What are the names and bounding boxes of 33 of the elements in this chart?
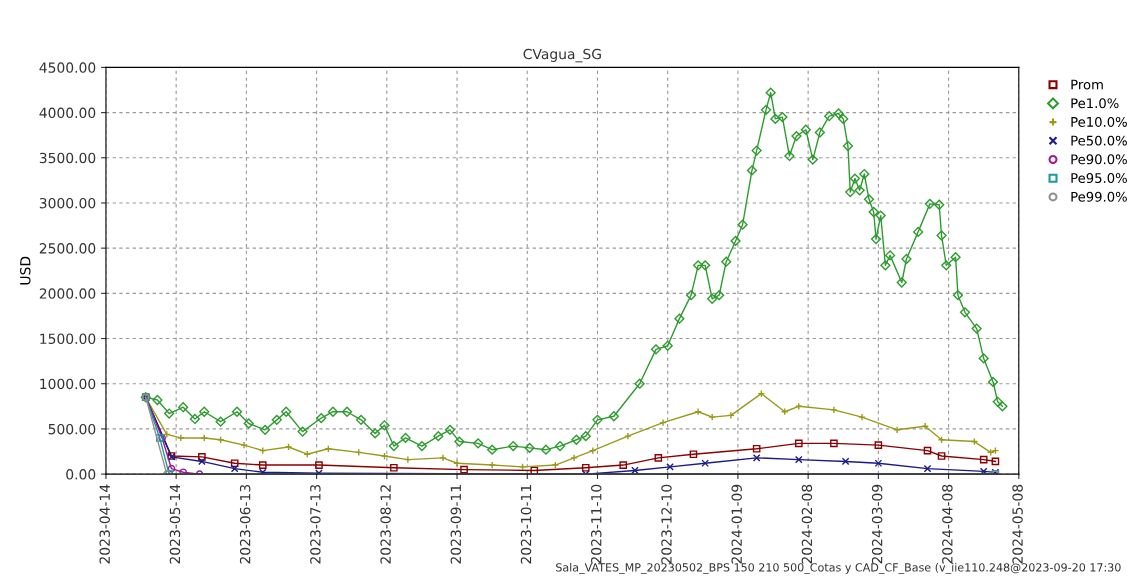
x-tick-label: 2023-10-11 (520, 485, 532, 564)
x-tick-label: 2024-02-08 (801, 484, 813, 564)
legend-label: Pe99.0% (1071, 191, 1127, 202)
y-tick-label: 2000.00 (39, 288, 96, 299)
x-tick-label: 2023-09-11 (450, 485, 462, 564)
y-tick-label: 0.00 (66, 469, 96, 480)
legend-label: Pe10.0% (1071, 116, 1127, 127)
x-tick-label: 2024-01-09 (731, 484, 742, 564)
x-tick-label: 2023-05-14 (169, 484, 181, 564)
chart-title: CVagua_SG (523, 48, 601, 63)
x-tick-label: 2023-06-13 (239, 484, 251, 564)
y-tick-label: 1500.00 (40, 333, 96, 344)
x-tick-label: 2023-11-10 (591, 484, 602, 564)
x-tick-label: 2024-05-08 (1012, 484, 1023, 564)
y-tick-label: 3500.00 (39, 152, 96, 164)
legend-label: Pe95.0% (1071, 173, 1127, 184)
legend-label: Prom (1071, 79, 1103, 90)
x-tick-label: 2023-07-13 (310, 484, 321, 564)
y-axis-title: USD (20, 256, 31, 285)
x-tick-label: 2024-03-09 (871, 484, 883, 564)
y-tick-label: 3000.00 (39, 197, 96, 209)
legend-label: Pe1.0% (1071, 98, 1119, 109)
y-tick-label: 500.00 (48, 423, 96, 435)
y-tick-label: 1000.00 (40, 378, 96, 390)
y-tick-label: 4000.00 (39, 107, 96, 119)
legend-label: Pe90.0% (1071, 154, 1127, 165)
y-tick-label: 4500.00 (39, 62, 96, 73)
x-tick-label: 2024-04-08 (942, 484, 953, 564)
y-tick-label: 2500.00 (39, 243, 96, 254)
x-tick-label: 2023-12-10 (661, 484, 672, 564)
x-tick-label: 2023-08-12 (380, 485, 391, 564)
x-tick-label: 2023-04-14 (99, 484, 110, 564)
legend-label: Pe50.0% (1071, 135, 1127, 146)
